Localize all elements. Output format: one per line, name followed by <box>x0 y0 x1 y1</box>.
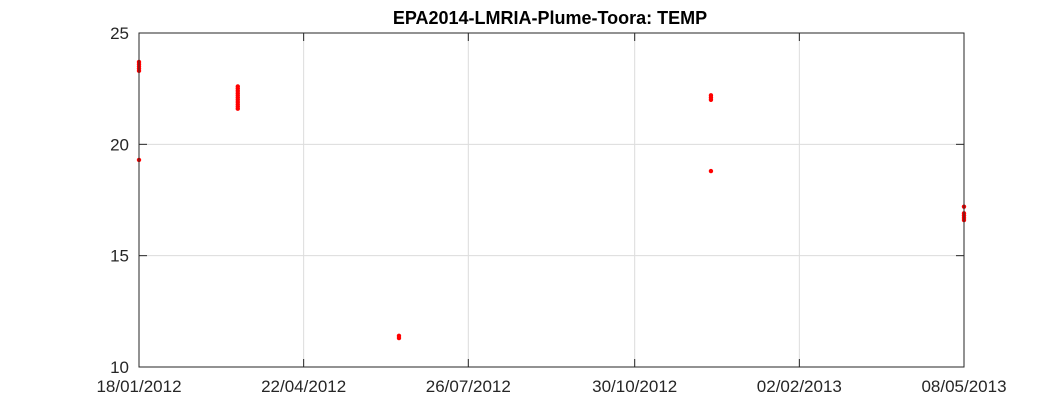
x-tick-label: 02/02/2013 <box>757 377 842 396</box>
data-point <box>708 97 714 103</box>
data-point <box>396 335 402 341</box>
y-tick-label: 25 <box>110 24 129 43</box>
plot-frame <box>138 32 965 368</box>
y-tick-label: 10 <box>110 358 129 377</box>
x-tick-label: 30/10/2012 <box>592 377 677 396</box>
x-tick-label: 26/07/2012 <box>426 377 511 396</box>
x-tick-label: 18/01/2012 <box>96 377 181 396</box>
data-point <box>235 106 240 111</box>
y-tick-label: 20 <box>110 135 129 154</box>
axis-ticks: 18/01/2012 22/04/2012 26/07/2012 30/10/2012… <box>96 24 1006 396</box>
y-tick-label: 15 <box>110 247 129 266</box>
data-point <box>708 168 714 174</box>
x-tick-label: 22/04/2012 <box>261 377 346 396</box>
chart-title: EPA2014-LMRIA-Plume-Toora: TEMP <box>393 8 707 28</box>
plot-area <box>139 33 964 367</box>
data-points <box>136 59 967 341</box>
x-tick-label: 08/05/2013 <box>921 377 1006 396</box>
